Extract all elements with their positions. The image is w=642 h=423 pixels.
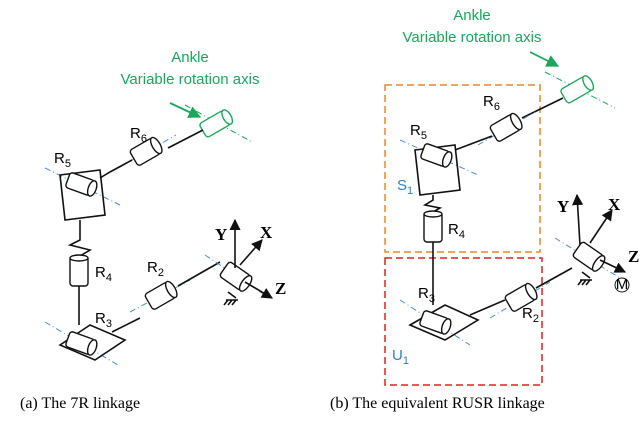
joint-index: 4 [459,229,465,241]
joint-label: R2 [522,305,539,325]
axis-label: Z [275,279,286,298]
joint-name: R [522,305,533,322]
annotation-subtitle: Variable rotation axis [403,29,542,46]
joint-label: U1 [392,347,409,367]
joint-label: S1 [397,177,413,197]
joint-label: R5 [54,150,71,170]
joint-label: R5 [410,122,427,142]
joint-name: R [95,264,106,281]
joint-index: 6 [141,133,147,145]
joint-index: 4 [106,272,112,284]
joint-label: R6 [130,125,147,145]
joint-index: 2 [533,313,539,325]
axis-label: Z [628,247,639,266]
joint-name: U [392,347,403,364]
axis-label: X [608,195,621,214]
joint-label: R4 [448,221,465,241]
caption: (b) The equivalent RUSR linkage [330,395,545,412]
axis-label: X [260,223,273,242]
joint-index: 3 [429,293,435,305]
figure: Ankle Variable rotation axis R6 R5 R4 R3… [0,0,642,423]
left-linkage: Ankle Variable rotation axis R6 R5 R4 R3… [20,49,286,412]
joint-label: R4 [95,264,112,284]
joint-name: R [147,259,158,276]
caption: (a) The 7R linkage [20,395,140,412]
axis-label: Y [215,225,227,244]
joint-index: 1 [403,355,409,367]
joint-name: R [448,221,459,238]
joint-name: R [95,310,106,327]
joint-name: R [410,122,421,139]
annotation-subtitle: Variable rotation axis [121,71,260,88]
joint-name: R [418,285,429,302]
joint-index: 6 [494,101,500,113]
joint-name: R [483,93,494,110]
joint-index: 5 [421,130,427,142]
annotation-title: Ankle [171,49,209,66]
right-linkage: M Ankle Variable rotation axis R6 R5 S1 … [330,7,639,412]
annotation-title: Ankle [453,7,491,24]
joint-name: R [54,150,65,167]
axis-label: Y [557,197,569,216]
joint-name: R [130,125,141,142]
joint-index: 2 [158,267,164,279]
joint-name: S [397,177,407,194]
joint-label: R6 [483,93,500,113]
joint-index: 1 [407,185,413,197]
joint-index: 5 [65,158,71,170]
joint-label: R2 [147,259,164,279]
motor-label: M [616,276,629,293]
joint-index: 3 [106,318,112,330]
joint-label: R3 [95,310,112,330]
